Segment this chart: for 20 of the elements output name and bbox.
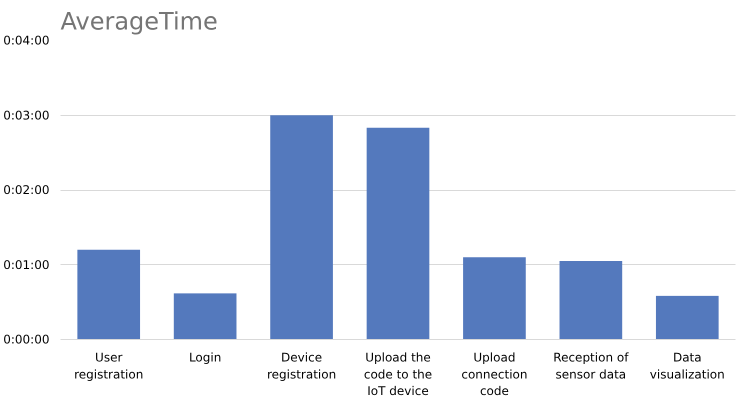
x-tick-label: Login — [188, 350, 222, 364]
y-tick-label: 0:01:00 — [3, 258, 50, 272]
x-tick-label: Device registration — [266, 350, 336, 382]
bar — [656, 296, 719, 340]
y-tick-label: 0:02:00 — [3, 183, 50, 197]
y-tick-label: 0:03:00 — [3, 108, 50, 122]
bar — [174, 293, 236, 340]
x-tick-label: Data visualization — [650, 350, 725, 382]
y-tick-label: 0:00:00 — [3, 332, 50, 346]
x-tick-label: Upload connection code — [461, 350, 528, 398]
bar — [560, 261, 622, 340]
x-tick-label: User registration — [74, 350, 144, 382]
bar — [270, 115, 333, 340]
bar — [77, 250, 140, 340]
x-tick-label: Reception of sensor data — [553, 350, 630, 382]
chart-title: AverageTime — [60, 8, 218, 36]
y-tick-label: 0:04:00 — [3, 34, 50, 48]
bar — [463, 257, 526, 340]
x-tick-label: Upload the code to the IoT device — [364, 350, 432, 398]
bar — [366, 128, 430, 340]
